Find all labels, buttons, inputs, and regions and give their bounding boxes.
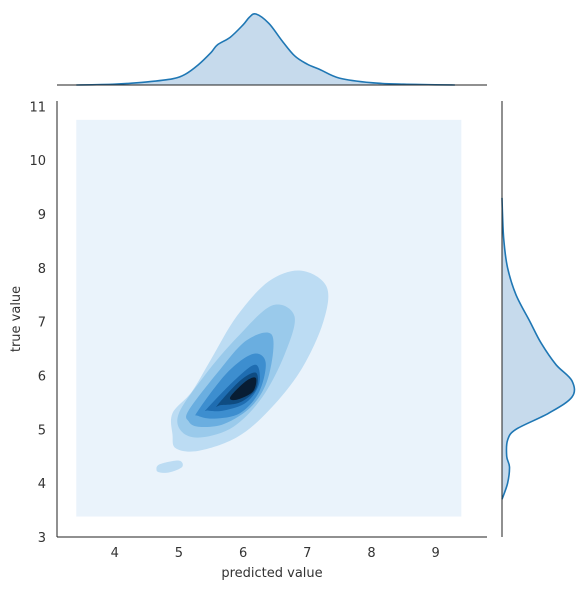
contour-level-7 bbox=[229, 377, 257, 401]
kde-contours bbox=[156, 270, 329, 473]
y-tick-label: 10 bbox=[29, 154, 46, 169]
x-tick-label: 9 bbox=[432, 546, 440, 561]
joint-density-plot bbox=[76, 119, 462, 517]
y-tick-label: 6 bbox=[38, 370, 46, 385]
y-axis-label: true value bbox=[9, 286, 24, 352]
y-tick-label: 4 bbox=[38, 477, 46, 492]
x-tick-label: 4 bbox=[111, 546, 119, 561]
x-tick-label: 7 bbox=[303, 546, 311, 561]
marginal-y-line bbox=[501, 197, 576, 500]
y-tick-label: 5 bbox=[38, 423, 46, 438]
marginal-x-line bbox=[76, 12, 455, 86]
axes bbox=[56, 101, 487, 538]
x-tick-label: 5 bbox=[175, 546, 183, 561]
y-tick-label: 7 bbox=[38, 316, 46, 331]
x-axis-label: predicted value bbox=[221, 566, 322, 581]
y-tick-label: 3 bbox=[38, 531, 46, 546]
x-tick-label: 8 bbox=[367, 546, 375, 561]
marginal-y-fill bbox=[502, 197, 575, 500]
x-tick-label: 6 bbox=[239, 546, 247, 561]
marginal-x-density bbox=[57, 12, 487, 86]
marginal-x-fill bbox=[76, 13, 455, 85]
y-tick-label: 11 bbox=[29, 100, 46, 115]
y-tick-label: 8 bbox=[38, 262, 46, 277]
y-tick-label: 9 bbox=[38, 208, 46, 223]
tick-labels: 4 5 6 7 8 9 3 4 5 6 7 8 9 10 11 bbox=[29, 100, 439, 561]
marginal-y-density bbox=[501, 101, 576, 537]
contour-island bbox=[156, 460, 183, 473]
